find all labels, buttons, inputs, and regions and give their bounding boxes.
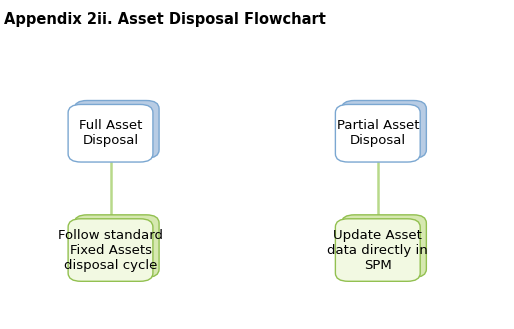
Text: Partial Asset
Disposal: Partial Asset Disposal xyxy=(337,119,419,147)
FancyBboxPatch shape xyxy=(75,215,159,277)
FancyBboxPatch shape xyxy=(68,105,153,162)
FancyBboxPatch shape xyxy=(75,101,159,158)
Text: Follow standard
Fixed Assets
disposal cycle: Follow standard Fixed Assets disposal cy… xyxy=(58,229,163,271)
FancyBboxPatch shape xyxy=(341,215,427,277)
FancyBboxPatch shape xyxy=(68,219,153,281)
FancyBboxPatch shape xyxy=(335,219,420,281)
Text: Update Asset
data directly in
SPM: Update Asset data directly in SPM xyxy=(327,229,428,271)
FancyBboxPatch shape xyxy=(335,105,420,162)
Text: Appendix 2ii. Asset Disposal Flowchart: Appendix 2ii. Asset Disposal Flowchart xyxy=(4,12,326,27)
Text: Full Asset
Disposal: Full Asset Disposal xyxy=(79,119,142,147)
FancyBboxPatch shape xyxy=(341,101,427,158)
